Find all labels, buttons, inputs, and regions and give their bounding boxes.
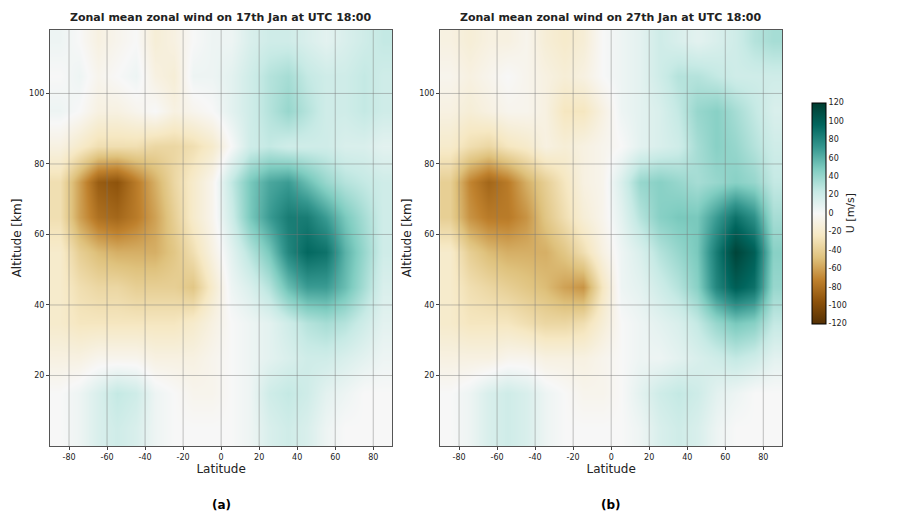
svg-text:100: 100 xyxy=(829,117,844,126)
svg-text:-40: -40 xyxy=(529,453,542,462)
svg-text:40: 40 xyxy=(34,301,44,310)
svg-text:Latitude: Latitude xyxy=(196,462,245,476)
svg-text:(a): (a) xyxy=(212,498,231,512)
svg-text:20: 20 xyxy=(254,453,264,462)
svg-text:-40: -40 xyxy=(829,246,842,255)
svg-text:Altitude [km]: Altitude [km] xyxy=(400,199,414,278)
svg-text:U [m/s]: U [m/s] xyxy=(844,193,857,233)
svg-text:80: 80 xyxy=(34,160,44,169)
svg-text:Altitude [km]: Altitude [km] xyxy=(10,199,24,278)
svg-text:100: 100 xyxy=(29,89,44,98)
svg-text:-20: -20 xyxy=(177,453,190,462)
svg-text:20: 20 xyxy=(424,371,434,380)
svg-text:20: 20 xyxy=(829,190,839,199)
svg-text:60: 60 xyxy=(34,230,44,239)
svg-text:60: 60 xyxy=(330,453,340,462)
svg-text:-80: -80 xyxy=(829,283,842,292)
svg-text:20: 20 xyxy=(644,453,654,462)
svg-text:-120: -120 xyxy=(829,319,847,328)
svg-text:80: 80 xyxy=(368,453,378,462)
svg-text:40: 40 xyxy=(829,172,839,181)
svg-text:-60: -60 xyxy=(829,264,842,273)
svg-text:-60: -60 xyxy=(491,453,504,462)
svg-text:-80: -80 xyxy=(453,453,466,462)
svg-text:-60: -60 xyxy=(101,453,114,462)
svg-text:100: 100 xyxy=(419,89,434,98)
svg-text:60: 60 xyxy=(720,453,730,462)
svg-text:20: 20 xyxy=(34,371,44,380)
svg-text:120: 120 xyxy=(829,98,844,107)
svg-text:0: 0 xyxy=(609,453,614,462)
svg-text:40: 40 xyxy=(682,453,692,462)
svg-text:-80: -80 xyxy=(62,453,75,462)
svg-text:80: 80 xyxy=(829,135,839,144)
svg-text:40: 40 xyxy=(292,453,302,462)
svg-text:-20: -20 xyxy=(567,453,580,462)
svg-text:Zonal mean zonal wind on 27th: Zonal mean zonal wind on 27th Jan at UTC… xyxy=(460,11,762,24)
svg-text:-100: -100 xyxy=(829,301,847,310)
svg-text:60: 60 xyxy=(424,230,434,239)
svg-text:80: 80 xyxy=(424,160,434,169)
svg-text:(b): (b) xyxy=(601,498,621,512)
svg-text:60: 60 xyxy=(829,154,839,163)
svg-text:Latitude: Latitude xyxy=(586,462,635,476)
svg-text:-40: -40 xyxy=(139,453,152,462)
svg-text:-20: -20 xyxy=(829,227,842,236)
svg-text:80: 80 xyxy=(758,453,768,462)
svg-text:40: 40 xyxy=(424,301,434,310)
svg-text:0: 0 xyxy=(829,209,834,218)
svg-text:0: 0 xyxy=(219,453,224,462)
svg-text:Zonal mean zonal wind on 17th: Zonal mean zonal wind on 17th Jan at UTC… xyxy=(70,11,372,24)
